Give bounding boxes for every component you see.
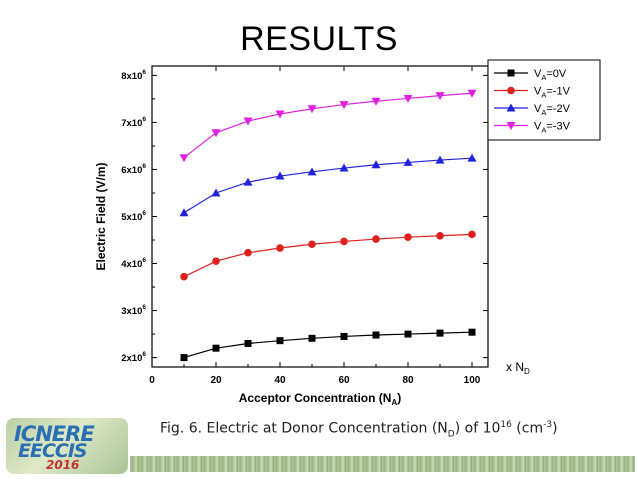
series-line <box>183 233 473 278</box>
data-point <box>340 332 348 340</box>
y-tick-label: 6x106 <box>121 163 146 176</box>
data-point <box>403 94 413 103</box>
x-tick-label: 0 <box>149 375 155 386</box>
y-tick-label: 8x106 <box>121 69 146 82</box>
data-point <box>340 237 348 246</box>
data-point <box>468 328 476 336</box>
data-point <box>404 233 412 241</box>
data-point <box>307 105 317 114</box>
data-point <box>468 230 476 239</box>
x-tick-label: 80 <box>402 375 414 386</box>
data-point <box>436 329 444 337</box>
data-point <box>467 89 477 98</box>
data-point <box>372 331 380 339</box>
data-point <box>436 231 444 240</box>
data-point <box>339 163 349 172</box>
y-tick-label: 4x106 <box>121 257 146 270</box>
footer-decoration <box>130 456 635 472</box>
x-tick-label: 60 <box>338 375 350 386</box>
plot-frame <box>151 65 489 368</box>
series-2 <box>179 153 477 217</box>
slide-title: RESULTS <box>240 20 398 58</box>
data-point <box>243 177 253 186</box>
data-point <box>179 154 189 163</box>
data-point <box>404 330 412 338</box>
data-point <box>276 244 284 252</box>
data-point <box>275 110 285 119</box>
legend-label: VA=0V <box>534 68 567 82</box>
data-point <box>307 167 317 176</box>
legend-marker <box>507 69 515 77</box>
caption-sup-unit: -3 <box>543 420 553 430</box>
y-axis-label: Electric Field (V/m) <box>94 162 108 270</box>
caption-sup-exponent: 16 <box>500 420 512 430</box>
x-axis-unit: x ND <box>506 360 530 376</box>
data-point <box>243 117 253 126</box>
caption-prefix: Fig. 6. Electric at Donor Concentration … <box>160 420 448 437</box>
data-point <box>435 92 445 101</box>
data-point <box>371 97 381 106</box>
legend-marker <box>506 122 516 130</box>
legend-label: VA=-3V <box>534 121 571 135</box>
series-1 <box>180 230 476 281</box>
data-point <box>244 339 252 347</box>
y-tick-label: 5x106 <box>121 210 146 223</box>
caption-sub: D <box>447 429 455 440</box>
data-point <box>179 208 189 217</box>
legend-label: VA=-2V <box>534 103 571 117</box>
caption-mid: ) of 10 <box>454 420 501 437</box>
data-point <box>275 171 285 180</box>
data-point <box>211 188 221 197</box>
logo-text-line1: ICNERE <box>14 422 95 446</box>
data-point <box>339 101 349 110</box>
y-tick-label: 7x106 <box>121 116 146 129</box>
x-tick-label: 100 <box>464 375 481 386</box>
data-point <box>308 240 316 249</box>
data-point <box>180 272 188 281</box>
data-point <box>180 354 188 362</box>
logo-text-line2: EECCIS <box>18 440 88 462</box>
data-point <box>276 337 284 345</box>
series-0 <box>180 328 476 362</box>
x-axis-label: Acceptor Concentration (NA) <box>239 391 401 407</box>
series-3 <box>179 89 477 163</box>
y-tick-label: 3x106 <box>121 304 146 317</box>
series-line <box>183 331 473 359</box>
data-point <box>435 155 445 164</box>
data-point <box>244 248 252 257</box>
caption-unit-open: (cm <box>511 420 544 437</box>
series-line <box>183 92 473 159</box>
data-point <box>467 153 477 162</box>
series-line <box>183 157 473 214</box>
data-point <box>211 129 221 138</box>
data-point <box>308 334 316 342</box>
logo-year: 2016 <box>46 458 80 472</box>
legend: VA=0V VA=-1V VA=-2V VA=-3V <box>487 59 601 141</box>
data-point <box>212 257 220 265</box>
data-point <box>371 160 381 169</box>
data-point <box>403 157 413 166</box>
conference-logo: ICNERE EECCIS 2016 <box>6 418 128 474</box>
legend-marker <box>507 86 515 95</box>
data-point <box>212 344 220 352</box>
legend-label: VA=-1V <box>534 86 571 100</box>
figure-caption: Fig. 6. Electric at Donor Concentration … <box>160 420 558 439</box>
x-tick-label: 40 <box>274 375 286 386</box>
caption-unit-close: ) <box>552 420 558 437</box>
data-point <box>372 235 380 243</box>
x-tick-label: 20 <box>210 375 222 386</box>
y-tick-label: 2x106 <box>121 351 146 364</box>
legend-marker <box>506 103 516 112</box>
